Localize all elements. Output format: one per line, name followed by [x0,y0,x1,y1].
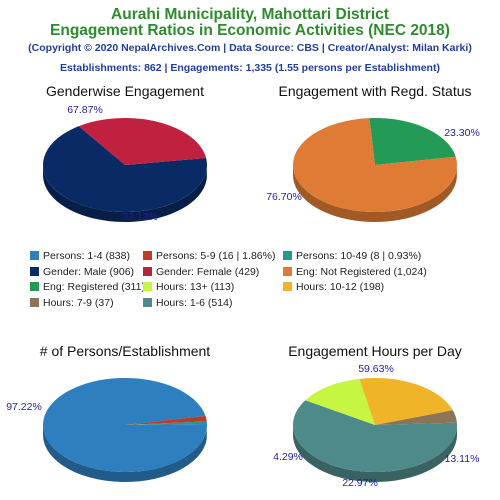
legend-label: Hours: 1-6 (514) [156,297,233,309]
pie2-side-1 [293,166,457,222]
pie1-slice-0 [42,126,207,212]
legend-swatch [143,267,152,276]
pie4-percent-label-0: 59.63% [358,363,394,375]
legend-item: Eng: Not Registered (1,024) [283,266,427,278]
chart-title-line2: Engagement Ratios in Economic Activities… [50,22,450,39]
pie3-slice-0 [42,377,207,472]
pie4-slice-2 [359,377,453,425]
legend-item: Eng: Registered (311) [30,281,145,293]
pie4-title: Engagement Hours per Day [288,343,462,359]
legend-swatch [30,267,39,276]
pie3-slice-2 [125,421,207,425]
pie4-slice-3 [375,410,457,425]
legend-label: Persons: 10-49 (8 | 0.93%) [296,250,422,262]
pie4-side-0 [293,425,457,482]
legend-swatch [30,251,39,260]
legend-label: Persons: 5-9 (16 | 1.86%) [156,250,276,262]
legend-item: Hours: 7-9 (37) [30,297,114,309]
legend-item: Gender: Female (429) [143,266,259,278]
legend-swatch [283,267,292,276]
legend-item: Persons: 5-9 (16 | 1.86%) [143,250,275,262]
pie3-slice-1 [125,415,207,425]
pie1-percent-label-0: 67.87% [67,104,103,116]
legend-swatch [143,282,152,291]
legend-item: Hours: 13+ (113) [143,281,234,293]
pie2-percent-label-0: 23.30% [444,127,480,139]
pie4-slice-1 [305,378,375,425]
legend-label: Hours: 7-9 (37) [43,297,114,309]
legend-item: Persons: 10-49 (8 | 0.93%) [283,250,421,262]
legend-swatch [30,298,39,307]
legend-item: Hours: 1-6 (514) [143,297,232,309]
legend-label: Eng: Not Registered (1,024) [296,266,427,278]
pie3-percent-label-0: 97.22% [6,401,42,413]
chart-title-line1: Aurahi Municipality, Mahottari District [111,6,389,23]
pie4-percent-label-3: 4.29% [273,451,303,463]
legend-label: Persons: 1-4 (838) [43,250,130,262]
pie2-slice-0 [369,117,456,165]
legend-swatch [143,298,152,307]
legend-swatch [30,282,39,291]
establishment-stats: Establishments: 862 | Engagements: 1,335… [60,62,440,74]
pie2-slice-1 [292,118,457,212]
legend-item: Hours: 10-12 (198) [283,281,384,293]
legend-item: Persons: 1-4 (838) [30,250,130,262]
pie3-title: # of Persons/Establishment [39,343,211,359]
legend-label: Gender: Male (906) [43,266,135,278]
pie4-percent-label-2: 22.97% [342,477,378,489]
copyright-subtitle: (Copyright © 2020 NepalArchives.Com | Da… [28,42,472,54]
legend-label: Hours: 13+ (113) [156,281,235,293]
pie2-title: Engagement with Regd. Status [278,83,472,99]
pie4-percent-label-1: 13.11% [445,453,480,465]
pie3-side-0 [43,425,207,482]
legend-label: Gender: Female (429) [156,266,260,278]
pie4-slice-0 [293,400,458,472]
pie1-slice-1 [78,117,207,165]
legend-swatch [283,282,292,291]
legend-swatch [143,251,152,260]
pie1-percent-label-1: 32.13% [122,211,158,223]
legend-item: Gender: Male (906) [30,266,134,278]
pie2-percent-label-1: 76.70% [266,191,302,203]
pie1-title: Genderwise Engagement [46,83,204,99]
legend-label: Eng: Registered (311) [43,281,145,293]
legend-swatch [283,251,292,260]
legend-label: Hours: 10-12 (198) [296,281,385,293]
pie1-side-0 [43,166,207,222]
